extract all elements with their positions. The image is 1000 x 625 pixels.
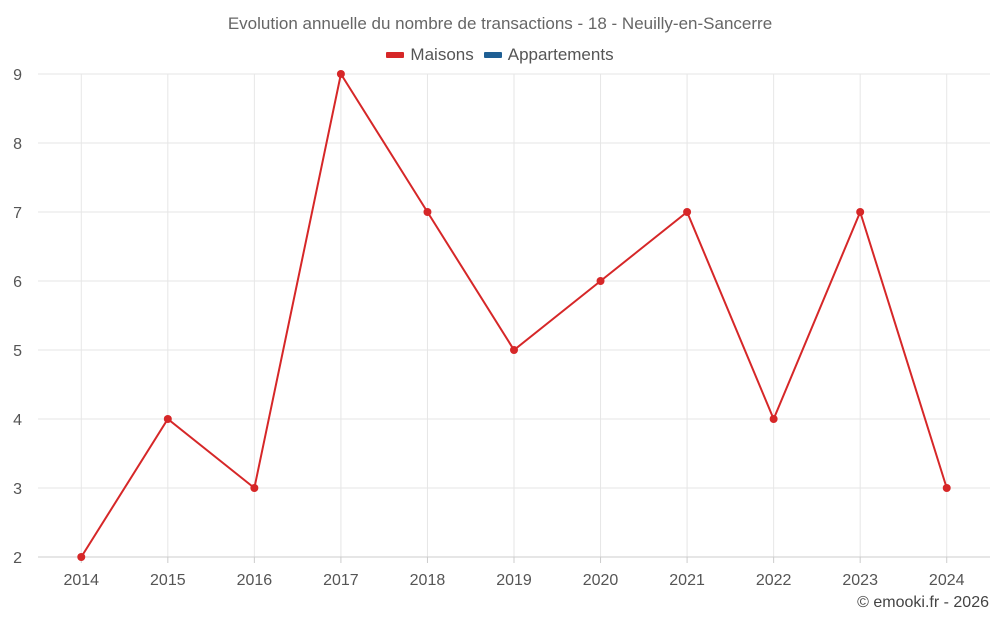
x-tick-label: 2024 <box>929 572 965 589</box>
y-tick-label: 6 <box>13 274 22 291</box>
x-tick-label: 2015 <box>150 572 186 589</box>
data-point-maisons-2016[interactable] <box>250 484 259 492</box>
x-tick-label: 2021 <box>669 572 705 589</box>
y-tick-label: 5 <box>13 343 22 360</box>
chart-title: Evolution annuelle du nombre de transact… <box>227 14 773 33</box>
series-layer <box>77 70 951 561</box>
data-point-maisons-2021[interactable] <box>683 208 692 216</box>
legend-item-appartements[interactable]: Appartements <box>483 45 614 65</box>
x-tick-label: 2022 <box>756 572 792 589</box>
legend-label-appartements: Appartements <box>507 45 614 64</box>
data-point-maisons-2022[interactable] <box>769 415 778 423</box>
y-tick-label: 3 <box>13 481 22 498</box>
chart-legend: Maisons Appartements <box>0 45 1000 65</box>
y-tick-label: 2 <box>13 550 22 567</box>
y-tick-label: 4 <box>13 412 22 429</box>
data-point-maisons-2014[interactable] <box>77 553 86 561</box>
legend-swatch-maisons <box>386 52 405 58</box>
x-tick-label: 2023 <box>842 572 878 589</box>
data-point-maisons-2020[interactable] <box>596 277 605 285</box>
data-point-maisons-2018[interactable] <box>423 208 432 216</box>
data-point-maisons-2024[interactable] <box>942 484 951 492</box>
legend-item-maisons[interactable]: Maisons <box>386 45 474 65</box>
data-point-maisons-2019[interactable] <box>510 346 518 354</box>
legend-swatch-appartements <box>483 52 502 58</box>
x-tick-label: 2014 <box>63 572 99 589</box>
x-tick-label: 2017 <box>323 572 359 589</box>
data-point-maisons-2023[interactable] <box>856 208 865 216</box>
legend-label-maisons: Maisons <box>410 45 474 64</box>
y-tick-label: 9 <box>13 67 22 84</box>
x-tick-label: 2019 <box>496 572 532 589</box>
credit-text: © emooki.fr - 2026 <box>857 594 989 611</box>
y-tick-label: 8 <box>13 136 22 153</box>
x-tick-label: 2020 <box>583 572 619 589</box>
x-tick-label: 2018 <box>410 572 446 589</box>
axes: 2 3 4 5 6 7 8 9 2014 2015 2016 2017 2018 2019 2020 2021… <box>13 67 990 589</box>
data-point-maisons-2015[interactable] <box>163 415 172 423</box>
grid-lines <box>38 73 990 558</box>
data-point-maisons-2017[interactable] <box>336 70 345 78</box>
x-tick-label: 2016 <box>237 572 273 589</box>
y-tick-label: 7 <box>13 205 22 222</box>
